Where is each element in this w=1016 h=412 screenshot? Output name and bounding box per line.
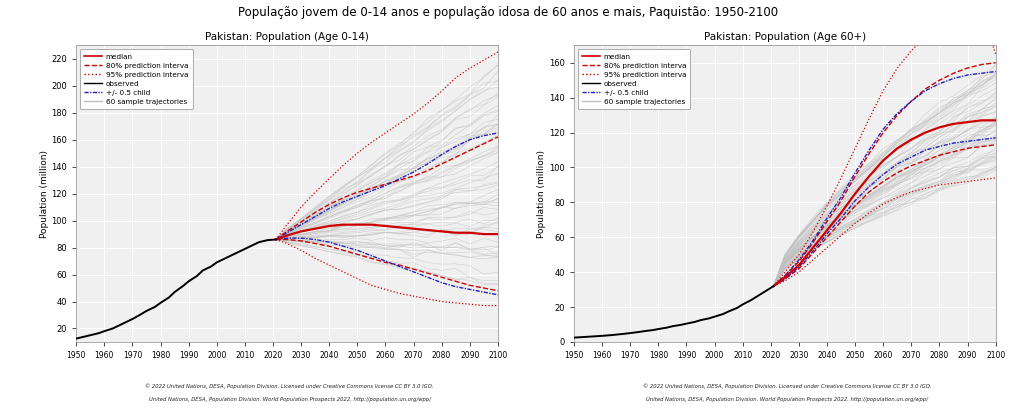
Legend: median, 80% prediction interva, 95% prediction interva, observed, +/- 0.5 child,: median, 80% prediction interva, 95% pred… — [80, 49, 193, 109]
Text: United Nations, DESA, Population Division. World Population Prospects 2022. http: United Nations, DESA, Population Divisio… — [646, 397, 929, 402]
Y-axis label: Population (million): Population (million) — [537, 150, 547, 238]
Y-axis label: Population (million): Population (million) — [40, 150, 49, 238]
Text: © 2022 United Nations, DESA, Population Division. Licensed under Creative Common: © 2022 United Nations, DESA, Population … — [643, 384, 932, 389]
Text: © 2022 United Nations, DESA, Population Division. Licensed under Creative Common: © 2022 United Nations, DESA, Population … — [145, 384, 434, 389]
Text: United Nations, DESA, Population Division. World Population Prospects 2022. http: United Nations, DESA, Population Divisio… — [148, 397, 431, 402]
Title: Pakistan: Population (Age 60+): Pakistan: Population (Age 60+) — [704, 32, 866, 42]
Legend: median, 80% prediction interva, 95% prediction interva, observed, +/- 0.5 child,: median, 80% prediction interva, 95% pred… — [578, 49, 691, 109]
Text: População jovem de 0-14 anos e população idosa de 60 anos e mais, Paquistão: 195: População jovem de 0-14 anos e população… — [238, 6, 778, 19]
Title: Pakistan: Population (Age 0-14): Pakistan: Population (Age 0-14) — [205, 32, 369, 42]
